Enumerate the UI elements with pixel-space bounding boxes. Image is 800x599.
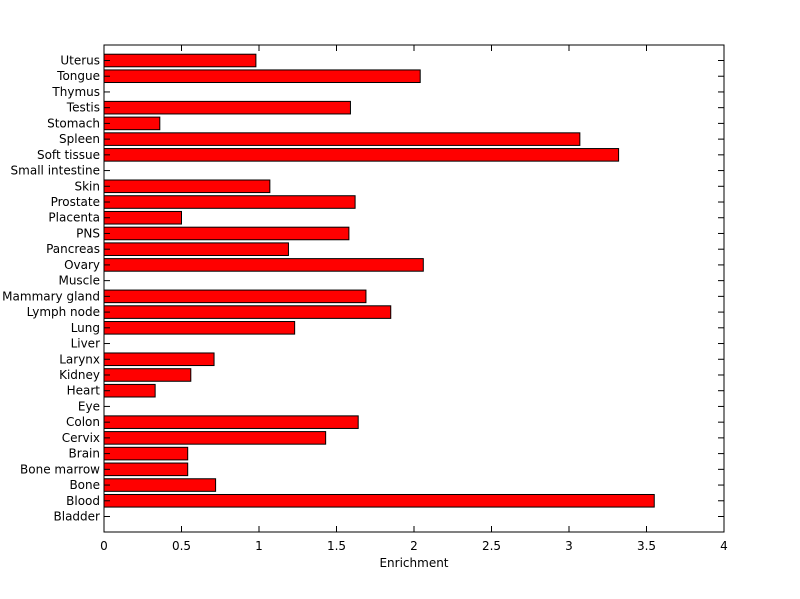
bar-tongue bbox=[103, 69, 421, 84]
x-tick-label: 0.5 bbox=[172, 539, 191, 553]
bar-spleen bbox=[103, 132, 581, 146]
bar-colon bbox=[103, 415, 359, 429]
y-tick-label: Mammary gland bbox=[2, 289, 100, 303]
bar-pancreas bbox=[103, 242, 289, 256]
y-tick-label: Pancreas bbox=[46, 242, 100, 256]
x-tick-label: 3 bbox=[565, 539, 573, 553]
bar-cervix bbox=[103, 431, 327, 445]
bar-uterus bbox=[103, 53, 257, 68]
y-tick-label: Larynx bbox=[59, 352, 100, 366]
bar-larynx bbox=[103, 352, 215, 367]
bar-kidney bbox=[103, 368, 192, 382]
bar-soft-tissue bbox=[103, 148, 620, 162]
y-tick-label: Bone bbox=[69, 478, 100, 492]
y-tick-label: Brain bbox=[69, 447, 100, 461]
y-tick-label: Soft tissue bbox=[37, 148, 100, 162]
y-tick-label: Eye bbox=[78, 399, 100, 413]
y-tick-label: Bone marrow bbox=[20, 462, 100, 476]
x-tick-label: 4 bbox=[720, 539, 728, 553]
bar-testis bbox=[103, 100, 351, 115]
y-tick-label: Muscle bbox=[58, 274, 100, 288]
y-tick-label: Spleen bbox=[59, 132, 100, 146]
bar-stomach bbox=[103, 116, 161, 131]
y-tick-label: Colon bbox=[66, 415, 100, 429]
y-tick-label: Blood bbox=[66, 494, 100, 508]
x-tick-label: 2 bbox=[410, 539, 418, 553]
y-tick-label: Bladder bbox=[54, 510, 101, 524]
bar-pns bbox=[103, 226, 350, 241]
y-tick-label: Stomach bbox=[47, 116, 100, 130]
y-tick-label: Small intestine bbox=[11, 164, 100, 178]
x-tick-label: 3.5 bbox=[637, 539, 656, 553]
x-tick-label: 0 bbox=[100, 539, 108, 553]
y-tick-label: Cervix bbox=[62, 431, 100, 445]
y-tick-label: Kidney bbox=[59, 368, 100, 382]
y-tick-label: Liver bbox=[71, 337, 101, 351]
bar-mammary-gland bbox=[103, 289, 367, 304]
y-tick-label: Uterus bbox=[60, 54, 100, 68]
bar-brain bbox=[103, 446, 189, 461]
bar-skin bbox=[103, 179, 271, 194]
x-axis-ticks: 0 0.5 1 1.5 2 2.5 3 3.5 4 bbox=[100, 45, 728, 553]
x-tick-label: 2.5 bbox=[482, 539, 501, 553]
bar-bone-marrow bbox=[103, 462, 189, 477]
x-axis-label: Enrichment bbox=[379, 556, 448, 570]
plot-frame bbox=[103, 44, 725, 533]
bar-placenta bbox=[103, 210, 182, 225]
bar-heart bbox=[103, 383, 156, 398]
y-tick-label: Skin bbox=[74, 179, 100, 193]
plot-background bbox=[104, 45, 724, 532]
bar-lymph-node bbox=[103, 305, 392, 319]
x-tick-label: 1.5 bbox=[327, 539, 346, 553]
y-tick-label: Ovary bbox=[64, 258, 100, 272]
bar-prostate bbox=[103, 195, 356, 209]
y-tick-label: Lymph node bbox=[27, 305, 100, 319]
y-tick-label: Lung bbox=[71, 321, 100, 335]
bar-lung bbox=[103, 321, 296, 335]
y-tick-label: Placenta bbox=[48, 211, 100, 225]
x-tick-label: 1 bbox=[255, 539, 263, 553]
bar-bone bbox=[103, 478, 217, 492]
y-tick-label: Testis bbox=[66, 101, 100, 115]
y-tick-label: Thymus bbox=[51, 85, 100, 99]
bar-blood bbox=[103, 493, 655, 508]
y-tick-label: Heart bbox=[67, 384, 101, 398]
bar-ovary bbox=[103, 258, 424, 272]
y-tick-label: Prostate bbox=[51, 195, 100, 209]
y-tick-label: Tongue bbox=[56, 69, 100, 83]
y-tick-label: PNS bbox=[76, 226, 100, 240]
